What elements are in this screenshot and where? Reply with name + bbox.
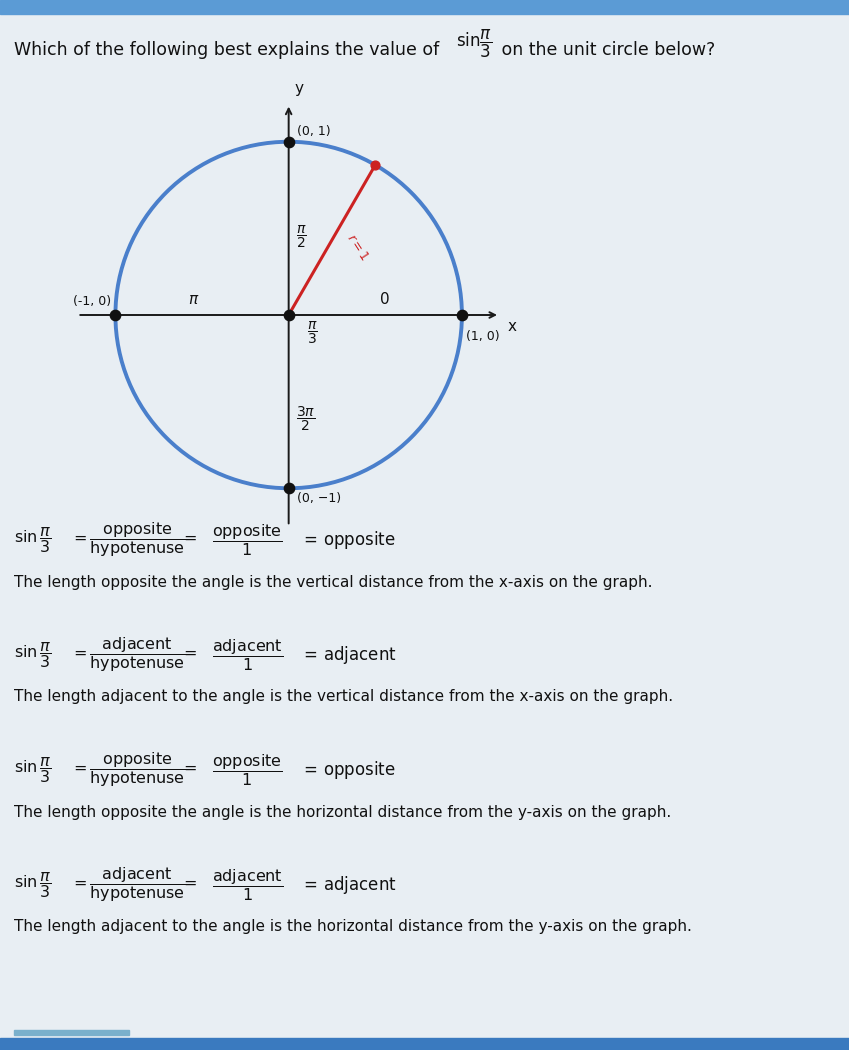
Point xyxy=(109,307,122,323)
Text: $= \dfrac{\mathrm{adjacent}}{\mathrm{hypotenuse}}$$\!\!=\!\!$: $= \dfrac{\mathrm{adjacent}}{\mathrm{hyp… xyxy=(70,635,198,674)
Text: $=\,\mathrm{opposite}$: $=\,\mathrm{opposite}$ xyxy=(300,529,396,551)
Text: $\dfrac{3\pi}{2}$: $\dfrac{3\pi}{2}$ xyxy=(295,405,315,434)
Text: Which of the following best explains the value of: Which of the following best explains the… xyxy=(14,41,445,59)
Text: $\dfrac{\mathrm{adjacent}}{\mathrm{1}}$: $\dfrac{\mathrm{adjacent}}{\mathrm{1}}$ xyxy=(212,637,284,673)
Text: $\sin\dfrac{\pi}{3}$: $\sin\dfrac{\pi}{3}$ xyxy=(14,755,52,785)
Point xyxy=(282,133,295,150)
Text: $=\,\mathrm{adjacent}$: $=\,\mathrm{adjacent}$ xyxy=(300,874,396,896)
Text: $\dfrac{\pi}{3}$: $\dfrac{\pi}{3}$ xyxy=(306,320,318,346)
Bar xyxy=(0,1038,849,1050)
Text: $= \dfrac{\mathrm{adjacent}}{\mathrm{hypotenuse}}$$\!\!=\!\!$: $= \dfrac{\mathrm{adjacent}}{\mathrm{hyp… xyxy=(70,865,198,904)
Text: (-1, 0): (-1, 0) xyxy=(73,294,111,308)
Text: (0, 1): (0, 1) xyxy=(296,125,330,138)
Text: (1, 0): (1, 0) xyxy=(466,330,499,343)
Text: $\pi$: $\pi$ xyxy=(188,292,199,307)
Text: $=\,\mathrm{opposite}$: $=\,\mathrm{opposite}$ xyxy=(300,759,396,781)
Text: $\dfrac{\mathrm{opposite}}{\mathrm{1}}$: $\dfrac{\mathrm{opposite}}{\mathrm{1}}$ xyxy=(212,752,283,788)
Text: y: y xyxy=(295,81,304,96)
Text: The length opposite the angle is the vertical distance from the x-axis on the gr: The length opposite the angle is the ver… xyxy=(14,574,653,589)
Text: $\dfrac{\pi}{2}$: $\dfrac{\pi}{2}$ xyxy=(295,224,306,250)
Text: $\sin\dfrac{\pi}{3}$: $\sin\dfrac{\pi}{3}$ xyxy=(14,640,52,670)
Text: The length opposite the angle is the horizontal distance from the y-axis on the : The length opposite the angle is the hor… xyxy=(14,804,672,819)
Text: $= \dfrac{\mathrm{opposite}}{\mathrm{hypotenuse}}$$\!\!=\!\!$: $= \dfrac{\mathrm{opposite}}{\mathrm{hyp… xyxy=(70,521,198,560)
Text: $0$: $0$ xyxy=(379,291,389,307)
Text: $\dfrac{\mathrm{opposite}}{\mathrm{1}}$: $\dfrac{\mathrm{opposite}}{\mathrm{1}}$ xyxy=(212,522,283,558)
Text: (0, −1): (0, −1) xyxy=(296,492,340,505)
Text: $=\,\mathrm{adjacent}$: $=\,\mathrm{adjacent}$ xyxy=(300,644,396,666)
Text: $= \dfrac{\mathrm{opposite}}{\mathrm{hypotenuse}}$$\!\!=\!\!$: $= \dfrac{\mathrm{opposite}}{\mathrm{hyp… xyxy=(70,751,198,790)
Point xyxy=(282,307,295,323)
Text: x: x xyxy=(508,319,517,334)
Text: $\dfrac{\mathrm{adjacent}}{\mathrm{1}}$: $\dfrac{\mathrm{adjacent}}{\mathrm{1}}$ xyxy=(212,867,284,903)
Text: The length adjacent to the angle is the horizontal distance from the y-axis on t: The length adjacent to the angle is the … xyxy=(14,920,692,934)
Text: $\sin\dfrac{\pi}{3}$: $\sin\dfrac{\pi}{3}$ xyxy=(14,870,52,900)
Point xyxy=(455,307,469,323)
Text: $\sin\dfrac{\pi}{3}$: $\sin\dfrac{\pi}{3}$ xyxy=(14,525,52,555)
Bar xyxy=(0,0,849,14)
Point xyxy=(282,480,295,497)
Point xyxy=(368,156,382,173)
Text: $\mathrm{sin}\dfrac{\pi}{3}$: $\mathrm{sin}\dfrac{\pi}{3}$ xyxy=(456,28,492,60)
Bar xyxy=(14,1030,129,1035)
Text: $r=1$: $r=1$ xyxy=(344,231,370,262)
Text: on the unit circle below?: on the unit circle below? xyxy=(496,41,715,59)
Text: The length adjacent to the angle is the vertical distance from the x-axis on the: The length adjacent to the angle is the … xyxy=(14,690,673,705)
